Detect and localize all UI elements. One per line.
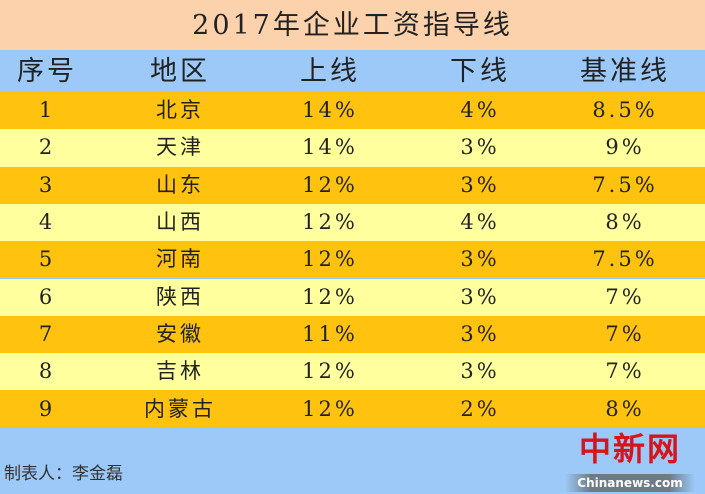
table-row: 5 河南 12% 3% 7.5%: [0, 241, 705, 279]
chinanews-logo: 中新网 Chinanews.com: [560, 430, 700, 492]
table-cell: 3%: [460, 359, 500, 384]
table-cell: 河南: [156, 247, 204, 272]
table-cell: 山东: [156, 172, 204, 197]
table-cell: 7%: [605, 284, 645, 309]
table-row: 3 山东 12% 3% 7.5%: [0, 166, 705, 204]
header-cell: 基准线: [580, 55, 670, 87]
table-cell: 4%: [460, 210, 500, 235]
table-cell: 14%: [302, 135, 358, 160]
footer: 制表人：李金磊 中新网 Chinanews.com: [0, 428, 705, 494]
table-cell: 6: [38, 284, 56, 309]
table-cell: 8%: [605, 210, 645, 235]
table-cell: 8.5%: [592, 98, 658, 123]
table-cell: 陕西: [156, 284, 204, 309]
table-cell: 12%: [302, 396, 358, 421]
table-cell: 5: [38, 247, 56, 272]
table-cell: 3: [38, 172, 56, 197]
table-cell: 8: [38, 359, 56, 384]
table-cell: 天津: [156, 135, 204, 160]
table-cell: 北京: [156, 98, 204, 123]
table-cell: 7.5%: [592, 247, 658, 272]
table-cell: 7%: [605, 321, 645, 346]
table-cell: 安徽: [156, 321, 204, 346]
author-credit: 制表人：李金磊: [4, 464, 123, 484]
table-row: 4 山西 12% 4% 8%: [0, 203, 705, 242]
table-row: 8 吉林 12% 3% 7%: [0, 353, 705, 391]
table-cell: 3%: [460, 247, 500, 272]
table-row: 2 天津 14% 3% 9%: [0, 129, 705, 167]
table-cell: 内蒙古: [144, 396, 216, 421]
table-cell: 7.5%: [592, 172, 658, 197]
table-cell: 11%: [302, 321, 358, 346]
table-cell: 3%: [460, 172, 500, 197]
table-row: 9 内蒙古 12% 2% 8%: [0, 390, 705, 428]
table-cell: 7%: [605, 359, 645, 384]
table-cell: 14%: [302, 98, 358, 123]
table-cell: 3%: [460, 135, 500, 160]
table-cell: 7: [38, 321, 56, 346]
table-cell: 12%: [302, 210, 358, 235]
table-cell: 9: [38, 396, 56, 421]
table-cell: 8%: [605, 396, 645, 421]
header-cell: 上线: [300, 55, 360, 87]
table-cell: 2: [38, 135, 56, 160]
table-cell: 9%: [605, 135, 645, 160]
table-row: 1 北京 14% 4% 8.5%: [0, 92, 705, 130]
table-cell: 3%: [460, 321, 500, 346]
table-cell: 12%: [302, 284, 358, 309]
table-cell: 3%: [460, 284, 500, 309]
table-cell: 12%: [302, 247, 358, 272]
header-cell: 地区: [150, 55, 210, 87]
logo-text-en: Chinanews.com: [565, 474, 695, 492]
table-title: 2017年企业工资指导线: [0, 0, 705, 50]
table-cell: 山西: [156, 210, 204, 235]
table-header: 序号 地区 上线 下线 基准线: [0, 50, 705, 92]
table-cell: 吉林: [156, 359, 204, 384]
table-cell: 12%: [302, 172, 358, 197]
header-cell: 下线: [450, 55, 510, 87]
table-cell: 4: [38, 210, 56, 235]
table-cell: 4%: [460, 98, 500, 123]
header-cell: 序号: [17, 55, 77, 87]
table-cell: 12%: [302, 359, 358, 384]
table-row: 6 陕西 12% 3% 7%: [0, 278, 705, 316]
table-row: 7 安徽 11% 3% 7%: [0, 315, 705, 354]
table-cell: 1: [38, 98, 56, 123]
table-cell: 2%: [460, 396, 500, 421]
logo-text-cn: 中新网: [578, 430, 681, 468]
